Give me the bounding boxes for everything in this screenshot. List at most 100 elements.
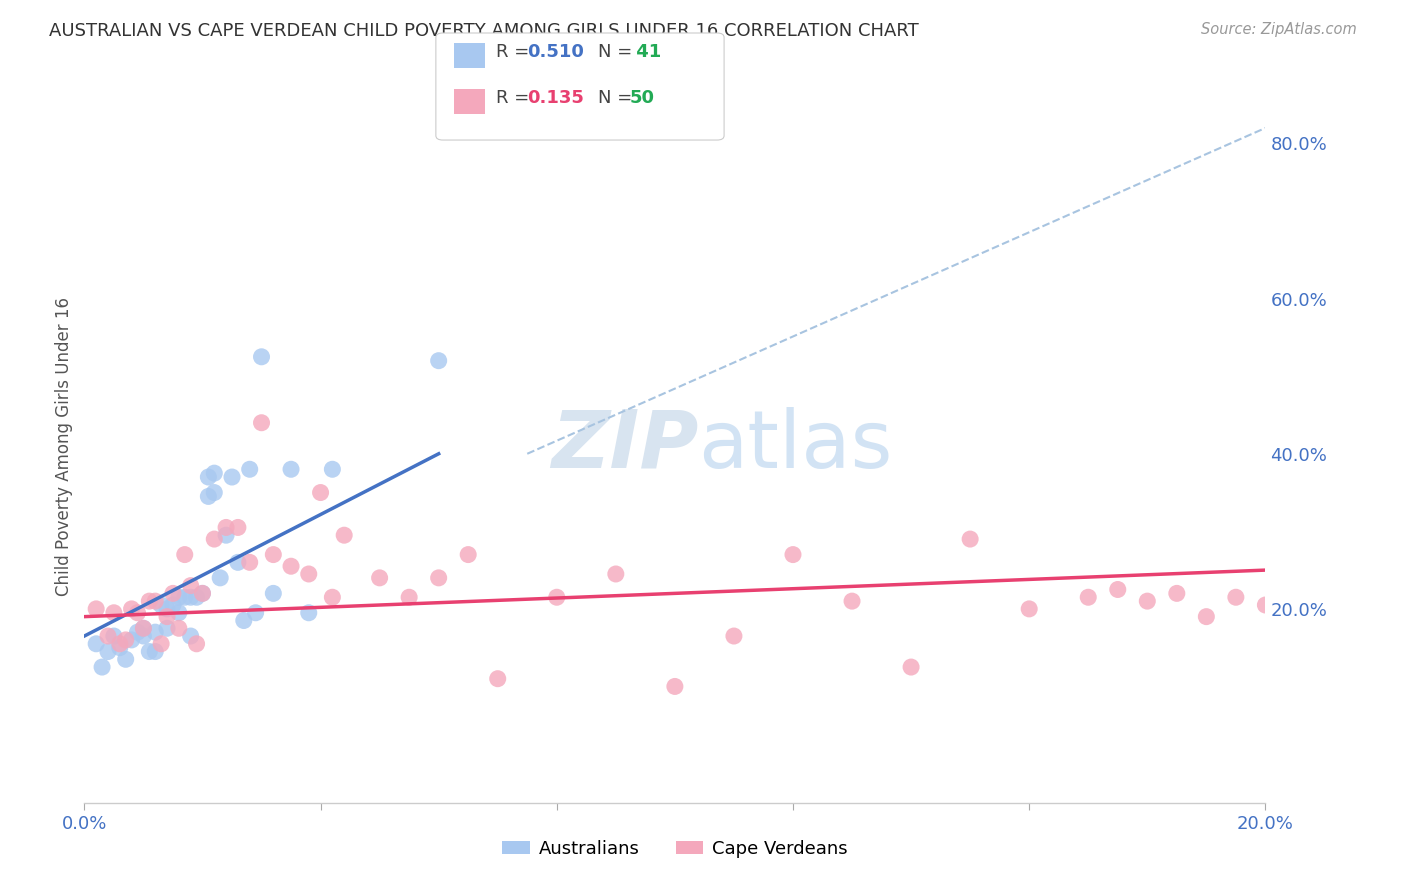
Point <box>215 528 238 542</box>
Point <box>1077 591 1099 605</box>
Point <box>1166 586 1188 600</box>
Point <box>103 629 125 643</box>
Point <box>97 629 120 643</box>
Point <box>202 485 225 500</box>
Text: 0.510: 0.510 <box>527 43 583 61</box>
Point <box>197 470 219 484</box>
Point <box>900 660 922 674</box>
Point <box>186 637 208 651</box>
Point <box>457 548 479 562</box>
Text: 0.135: 0.135 <box>527 89 583 107</box>
Legend: Australians, Cape Verdeans: Australians, Cape Verdeans <box>495 833 855 865</box>
Point <box>121 632 143 647</box>
Point <box>232 614 254 628</box>
Text: R =: R = <box>496 89 536 107</box>
Point <box>1195 609 1218 624</box>
Point <box>162 586 184 600</box>
Point <box>546 591 568 605</box>
Point <box>782 548 804 562</box>
Point <box>262 548 284 562</box>
Point <box>262 586 284 600</box>
Point <box>180 591 202 605</box>
Point <box>226 555 249 569</box>
Point <box>239 462 262 476</box>
Point <box>202 466 225 480</box>
Point <box>132 621 155 635</box>
Point <box>723 629 745 643</box>
Point <box>173 591 195 605</box>
Point <box>162 598 184 612</box>
Point <box>841 594 863 608</box>
Point <box>959 532 981 546</box>
Point <box>91 660 114 674</box>
Point <box>167 606 190 620</box>
Point <box>108 637 131 651</box>
Point <box>150 598 173 612</box>
Point <box>103 606 125 620</box>
Point <box>239 555 262 569</box>
Point <box>180 629 202 643</box>
Point <box>664 680 686 694</box>
Point <box>132 629 155 643</box>
Text: 41: 41 <box>630 43 661 61</box>
Point <box>1225 591 1247 605</box>
Point <box>143 594 166 608</box>
Point <box>121 602 143 616</box>
Text: N =: N = <box>598 89 637 107</box>
Point <box>427 571 450 585</box>
Point <box>97 644 120 658</box>
Point <box>132 621 155 635</box>
Point <box>333 528 356 542</box>
Text: 50: 50 <box>630 89 655 107</box>
Point <box>321 462 343 476</box>
Point <box>226 520 249 534</box>
Text: R =: R = <box>496 43 536 61</box>
Point <box>486 672 509 686</box>
Point <box>1018 602 1040 616</box>
Point <box>309 485 332 500</box>
Point <box>138 644 160 658</box>
Point <box>84 637 107 651</box>
Point <box>298 566 321 581</box>
Point <box>191 586 214 600</box>
Point <box>173 548 195 562</box>
Text: Source: ZipAtlas.com: Source: ZipAtlas.com <box>1201 22 1357 37</box>
Point <box>202 532 225 546</box>
Point <box>143 644 166 658</box>
Point <box>1136 594 1159 608</box>
Point <box>280 462 302 476</box>
Point <box>197 490 219 504</box>
Point <box>1107 582 1129 597</box>
Point <box>191 586 214 600</box>
Point <box>398 591 420 605</box>
Point <box>138 594 160 608</box>
Text: atlas: atlas <box>699 407 893 485</box>
Point <box>186 591 208 605</box>
Text: N =: N = <box>598 43 637 61</box>
Point <box>250 416 273 430</box>
Point <box>280 559 302 574</box>
Point <box>245 606 267 620</box>
Point <box>114 652 136 666</box>
Point <box>215 520 238 534</box>
Point <box>1254 598 1277 612</box>
Point <box>605 566 627 581</box>
Point <box>150 637 173 651</box>
Point <box>167 591 190 605</box>
Point <box>156 621 179 635</box>
Point <box>250 350 273 364</box>
Point <box>298 606 321 620</box>
Point <box>84 602 107 616</box>
Point <box>167 621 190 635</box>
Point <box>209 571 232 585</box>
Text: AUSTRALIAN VS CAPE VERDEAN CHILD POVERTY AMONG GIRLS UNDER 16 CORRELATION CHART: AUSTRALIAN VS CAPE VERDEAN CHILD POVERTY… <box>49 22 920 40</box>
Y-axis label: Child Poverty Among Girls Under 16: Child Poverty Among Girls Under 16 <box>55 296 73 596</box>
Text: ZIP: ZIP <box>551 407 699 485</box>
Point <box>143 625 166 640</box>
Point <box>127 625 149 640</box>
Point <box>368 571 391 585</box>
Point <box>180 579 202 593</box>
Point <box>156 609 179 624</box>
Point <box>108 640 131 655</box>
Point <box>156 602 179 616</box>
